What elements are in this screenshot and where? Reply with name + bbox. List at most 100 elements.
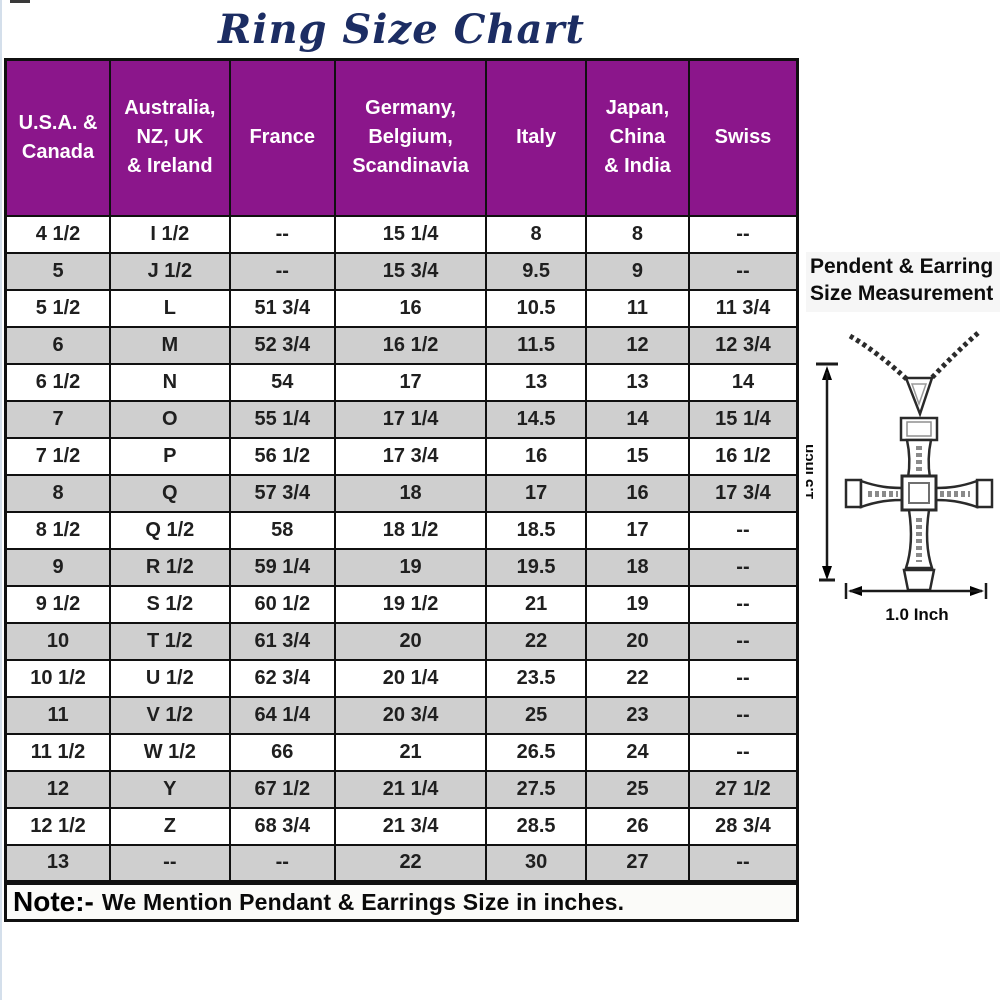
size-cell: -- <box>687 658 799 698</box>
size-cell: 52 3/4 <box>228 325 336 365</box>
size-cell: W 1/2 <box>109 732 231 772</box>
table-row: 8 1/2 Q 1/2 58 18 1/2 18.5 17 -- <box>4 510 799 550</box>
table-row: 5 1/2 L 51 3/4 16 10.5 11 11 3/4 <box>4 288 799 328</box>
size-cell: U 1/2 <box>109 658 231 698</box>
size-cell: 17 <box>584 510 690 550</box>
size-cell: T 1/2 <box>109 621 231 661</box>
size-cell: 16 <box>584 473 690 513</box>
cross-center-square-inner <box>908 481 930 504</box>
pendant-diagram: 1.5 Inch 1.0 Inch <box>806 330 994 624</box>
size-cell: 17 1/4 <box>333 399 488 439</box>
size-cell: 8 <box>4 473 112 513</box>
size-cell: 64 1/4 <box>228 695 336 735</box>
table-row: 7 1/2 P 56 1/2 17 3/4 16 15 16 1/2 <box>4 436 799 476</box>
size-cell: P <box>109 436 231 476</box>
size-cell: 13 <box>4 843 112 883</box>
size-cell: 14 <box>584 399 690 439</box>
height-measure-arrow-down <box>822 565 832 580</box>
size-cell: -- <box>228 214 336 254</box>
size-cell: 22 <box>485 621 587 661</box>
size-cell: 27.5 <box>485 769 587 809</box>
size-cell: 26 <box>584 806 690 846</box>
table-row: 7 O 55 1/4 17 1/4 14.5 14 15 1/4 <box>4 399 799 439</box>
size-cell: 57 3/4 <box>228 473 336 513</box>
size-cell: 16 1/2 <box>333 325 488 365</box>
column-header-swiss: Swiss <box>687 58 799 217</box>
column-header-australia-nz-uk-ireland: Australia, NZ, UK & Ireland <box>109 58 231 217</box>
size-cell: -- <box>687 695 799 735</box>
size-cell: -- <box>687 510 799 550</box>
size-cell: 61 3/4 <box>228 621 336 661</box>
cross-top-cap-inner <box>906 421 932 437</box>
size-cell: -- <box>687 732 799 772</box>
size-cell: 14.5 <box>485 399 587 439</box>
size-cell: 22 <box>584 658 690 698</box>
size-cell: 11.5 <box>485 325 587 365</box>
page-title: Ring Size Chart <box>218 6 585 53</box>
size-cell: 20 3/4 <box>333 695 488 735</box>
table-row: 13 -- -- 22 30 27 -- <box>4 843 799 883</box>
size-cell: 11 <box>4 695 112 735</box>
chain-left <box>848 333 914 386</box>
header-row: U.S.A. & Canada Australia, NZ, UK & Irel… <box>4 58 799 217</box>
size-cell: Z <box>109 806 231 846</box>
size-cell: N <box>109 362 231 402</box>
size-cell: 66 <box>228 732 336 772</box>
size-cell: 20 1/4 <box>333 658 488 698</box>
size-cell: -- <box>228 843 336 883</box>
table-row: 11 1/2 W 1/2 66 21 26.5 24 -- <box>4 732 799 772</box>
size-cell: 18 1/2 <box>333 510 488 550</box>
size-cell: 8 <box>584 214 690 254</box>
size-cell: 17 3/4 <box>333 436 488 476</box>
size-cell: 14 <box>687 362 799 402</box>
size-cell: 15 1/4 <box>333 214 488 254</box>
size-cell: 11 1/2 <box>4 732 112 772</box>
size-cell: -- <box>228 251 336 291</box>
size-cell: 19.5 <box>485 547 587 587</box>
size-cell: 20 <box>333 621 488 661</box>
size-cell: 16 <box>485 436 587 476</box>
ring-size-chart-area: Ring Size Chart U.S.A. & Canada Australi… <box>4 0 799 922</box>
table-row: 10 T 1/2 61 3/4 20 22 20 -- <box>4 621 799 661</box>
size-cell: 16 1/2 <box>687 436 799 476</box>
size-cell: 21 <box>333 732 488 772</box>
size-cell: 13 <box>584 362 690 402</box>
size-cell: 21 3/4 <box>333 806 488 846</box>
size-cell: 15 1/4 <box>687 399 799 439</box>
width-measurement-label: 1.0 Inch <box>885 605 948 624</box>
table-row: 12 1/2 Z 68 3/4 21 3/4 28.5 26 28 3/4 <box>4 806 799 846</box>
panel-heading: Pendent & Earring Size Measurement <box>806 252 1000 312</box>
size-cell: 17 <box>333 362 488 402</box>
size-cell: -- <box>109 843 231 883</box>
size-cell: 25 <box>584 769 690 809</box>
table-row: 6 1/2 N 54 17 13 13 14 <box>4 362 799 402</box>
size-cell: 4 1/2 <box>4 214 112 254</box>
chain-right <box>924 330 980 386</box>
size-cell: 15 3/4 <box>333 251 488 291</box>
cross-left-arm <box>859 478 904 509</box>
size-cell: 27 <box>584 843 690 883</box>
size-cell: 5 <box>4 251 112 291</box>
size-cell: 19 <box>584 584 690 624</box>
size-cell: 17 3/4 <box>687 473 799 513</box>
table-row: 12 Y 67 1/2 21 1/4 27.5 25 27 1/2 <box>4 769 799 809</box>
column-header-germany-belgium-scandinavia: Germany, Belgium, Scandinavia <box>333 58 488 217</box>
panel-heading-line1: Pendent & Earring <box>810 255 994 278</box>
note-bar: Note:- We Mention Pendant & Earrings Siz… <box>4 882 799 922</box>
size-cell: 25 <box>485 695 587 735</box>
column-header-france: France <box>228 58 336 217</box>
size-cell: 12 1/2 <box>4 806 112 846</box>
size-cell: 67 1/2 <box>228 769 336 809</box>
size-cell: Q <box>109 473 231 513</box>
size-cell: 11 <box>584 288 690 328</box>
size-cell: 51 3/4 <box>228 288 336 328</box>
size-cell: 18 <box>584 547 690 587</box>
table-row: 8 Q 57 3/4 18 17 16 17 3/4 <box>4 473 799 513</box>
size-cell: 23.5 <box>485 658 587 698</box>
size-cell: 12 <box>4 769 112 809</box>
size-cell: 18 <box>333 473 488 513</box>
size-cell: I 1/2 <box>109 214 231 254</box>
cross-bottom-cap <box>902 568 936 591</box>
size-cell: 5 1/2 <box>4 288 112 328</box>
